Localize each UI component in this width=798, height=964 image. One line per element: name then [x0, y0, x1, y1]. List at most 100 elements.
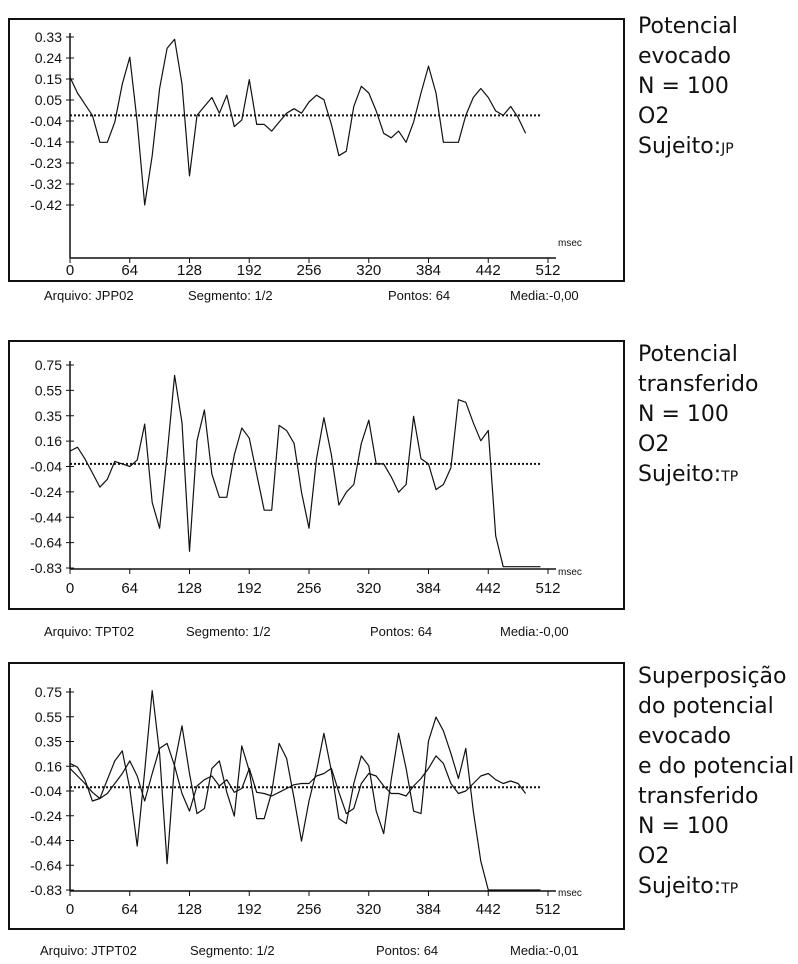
x-tick-label: 128 [177, 901, 202, 918]
x-tick-label: 64 [121, 580, 138, 597]
y-tick-label: 0.05 [35, 92, 62, 108]
y-tick-label: 0.16 [35, 758, 62, 774]
x-tick-label: 442 [476, 262, 501, 279]
y-tick-label: 0.33 [35, 29, 62, 45]
x-axis-unit-label: msec [558, 888, 582, 899]
y-tick-label: -0.04 [30, 783, 62, 799]
subject-label: Sujeito: [638, 462, 721, 487]
description-line: Potencial [638, 340, 758, 370]
x-tick-label: 128 [177, 262, 202, 279]
footer-arquivo: Arquivo: JPP02 [44, 288, 134, 303]
y-tick-label: 0.35 [35, 734, 62, 750]
description-line: N = 100 [638, 400, 758, 430]
footer-pontos: Pontos: 64 [370, 624, 432, 639]
chart-panel-2: 0.75 0.55 0.35 0.16 -0.04 -0.24 -0.44 -0.64 -0.8… [0, 320, 798, 640]
description-line: e do potencial [638, 752, 794, 782]
x-tick-label: 192 [237, 580, 262, 597]
footer-media: Media:-0,00 [500, 624, 569, 639]
chart-description: Potencial evocado N = 100 O2 Sujeito:JP [638, 12, 738, 164]
footer-media: Media:-0,00 [510, 288, 579, 303]
description-line: Potencial [638, 12, 738, 42]
description-line: transferido [638, 782, 794, 812]
chart-panel-3: 0.75 0.55 0.35 0.16 -0.04 -0.24 -0.44 -0.64 -0.8… [0, 650, 798, 964]
description-line: do potencial [638, 692, 794, 722]
y-tick-label: -0.83 [30, 882, 62, 898]
x-tick-label: 320 [356, 580, 381, 597]
y-tick-label: -0.64 [30, 857, 62, 873]
subject-label: Sujeito: [638, 134, 721, 159]
subject-code: TP [721, 469, 738, 485]
description-line: Superposição [638, 662, 794, 692]
x-tick-label: 256 [296, 901, 321, 918]
description-line: O2 [638, 102, 738, 132]
chart-description: Superposição do potencial evocado e do p… [638, 662, 794, 904]
x-tick-label: 384 [416, 262, 441, 279]
y-tick-label: 0.55 [35, 382, 62, 398]
subject-line: Sujeito:JP [638, 132, 738, 164]
chart-panel-1: 0.33 0.24 0.15 0.05 -0.04 -0.14 -0.23 -0.32 -0.4… [0, 0, 798, 310]
footer-arquivo: Arquivo: TPT02 [44, 624, 134, 639]
chart-description: Potencial transferido N = 100 O2 Sujeito… [638, 340, 758, 492]
x-tick-label: 512 [535, 901, 560, 918]
x-tick-label: 64 [121, 901, 138, 918]
y-tick-label: -0.64 [30, 535, 62, 551]
x-tick-label: 192 [237, 262, 262, 279]
series-line-1 [70, 375, 541, 566]
description-line: N = 100 [638, 72, 738, 102]
subject-code: TP [721, 881, 738, 897]
description-line: transferido [638, 370, 758, 400]
x-tick-label: 512 [535, 262, 560, 279]
x-tick-label: 0 [66, 580, 74, 597]
y-tick-label: 0.35 [35, 408, 62, 424]
y-tick-label: -0.24 [30, 484, 62, 500]
footer-segmento: Segmento: 1/2 [188, 288, 273, 303]
series-line-1 [70, 691, 541, 890]
x-tick-label: 384 [416, 901, 441, 918]
y-tick-label: 0.75 [35, 684, 62, 700]
y-tick-label: -0.83 [30, 560, 62, 576]
y-tick-label: 0.16 [35, 433, 62, 449]
description-line: evocado [638, 42, 738, 72]
x-tick-label: 128 [177, 580, 202, 597]
subject-label: Sujeito: [638, 874, 721, 899]
y-tick-label: -0.42 [30, 197, 62, 213]
x-tick-label: 320 [356, 262, 381, 279]
y-tick-label: -0.04 [30, 459, 62, 475]
y-tick-label: -0.44 [30, 509, 62, 525]
series-line-2 [70, 743, 526, 813]
x-tick-label: 320 [356, 901, 381, 918]
description-line: N = 100 [638, 812, 794, 842]
x-tick-label: 256 [296, 580, 321, 597]
x-tick-label: 0 [66, 262, 74, 279]
y-tick-label: 0.15 [35, 71, 62, 87]
description-line: O2 [638, 430, 758, 460]
description-line: O2 [638, 842, 794, 872]
subject-code: JP [721, 141, 734, 157]
x-tick-label: 384 [416, 580, 441, 597]
y-tick-label: -0.44 [30, 833, 62, 849]
series-line-1 [70, 39, 526, 205]
footer-pontos: Pontos: 64 [388, 288, 450, 303]
y-tick-label: -0.32 [30, 176, 62, 192]
x-tick-label: 256 [296, 262, 321, 279]
x-tick-label: 442 [476, 580, 501, 597]
description-line: evocado [638, 722, 794, 752]
footer-segmento: Segmento: 1/2 [190, 943, 275, 958]
subject-line: Sujeito:TP [638, 460, 758, 492]
footer-arquivo: Arquivo: JTPT02 [40, 943, 137, 958]
footer-pontos: Pontos: 64 [376, 943, 438, 958]
y-tick-label: 0.75 [35, 357, 62, 373]
x-tick-label: 64 [121, 262, 138, 279]
y-tick-label: 0.55 [35, 709, 62, 725]
x-axis-unit-label: msec [558, 567, 582, 578]
y-tick-label: -0.14 [30, 134, 62, 150]
x-tick-label: 512 [535, 580, 560, 597]
x-axis-unit-label: msec [558, 238, 582, 249]
y-tick-label: -0.04 [30, 113, 62, 129]
footer-segmento: Segmento: 1/2 [186, 624, 271, 639]
footer-media: Media:-0,01 [510, 943, 579, 958]
y-tick-label: -0.23 [30, 155, 62, 171]
y-tick-label: 0.24 [35, 50, 62, 66]
x-tick-label: 192 [237, 901, 262, 918]
subject-line: Sujeito:TP [638, 872, 794, 904]
